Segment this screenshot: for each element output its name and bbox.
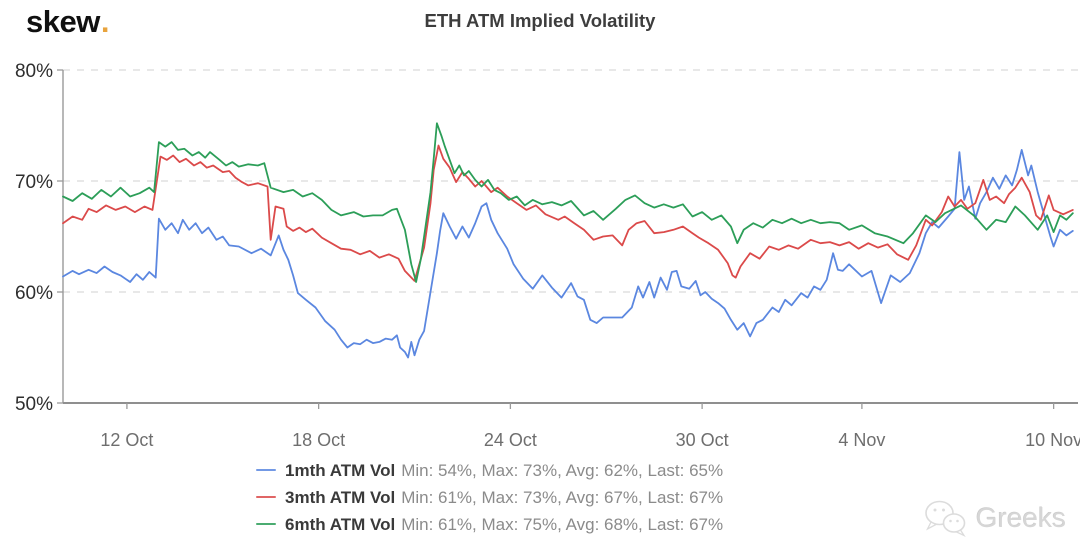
chart-legend: 1mth ATM Vol Min: 54%, Max: 73%, Avg: 62%… <box>256 457 723 538</box>
legend-item-6mth-atm-vol[interactable]: 6mth ATM Vol Min: 61%, Max: 75%, Avg: 68%… <box>256 511 723 538</box>
legend-item-3mth-atm-vol[interactable]: 3mth ATM Vol Min: 61%, Max: 73%, Avg: 67%… <box>256 484 723 511</box>
svg-text:80%: 80% <box>15 61 53 82</box>
chart-canvas[interactable]: 80% 70% 60% 50% 12 Oct 18 Oct 24 Oct 30 Oct 4 No… <box>0 0 1080 455</box>
legend-label-6mth: 6mth ATM Vol <box>285 515 396 534</box>
svg-text:12 Oct: 12 Oct <box>100 430 153 450</box>
legend-stats-6mth: Min: 61%, Max: 75%, Avg: 68%, Last: 67% <box>401 515 724 534</box>
svg-text:18 Oct: 18 Oct <box>292 430 345 450</box>
skew-logo[interactable]: skew. <box>26 4 109 40</box>
svg-text:60%: 60% <box>15 283 53 304</box>
svg-text:24 Oct: 24 Oct <box>484 430 537 450</box>
legend-swatch-1mth <box>256 468 276 472</box>
legend-label-3mth: 3mth ATM Vol <box>285 488 396 507</box>
svg-text:70%: 70% <box>15 172 53 193</box>
watermark-text: Greeks <box>975 502 1066 533</box>
legend-label-1mth: 1mth ATM Vol <box>285 461 396 480</box>
skew-logo-text: skew <box>26 4 100 39</box>
watermark: Greeks <box>922 498 1066 538</box>
wechat-icon <box>924 500 966 538</box>
legend-item-1mth-atm-vol[interactable]: 1mth ATM Vol Min: 54%, Max: 73%, Avg: 62%… <box>256 457 723 484</box>
svg-text:30 Oct: 30 Oct <box>676 430 729 450</box>
legend-swatch-6mth <box>256 522 276 526</box>
legend-swatch-3mth <box>256 495 276 499</box>
svg-text:10 Nov: 10 Nov <box>1025 430 1080 450</box>
legend-stats-3mth: Min: 61%, Max: 73%, Avg: 67%, Last: 67% <box>401 488 724 507</box>
svg-text:50%: 50% <box>15 394 53 415</box>
skew-logo-dot: . <box>100 4 110 39</box>
legend-stats-1mth: Min: 54%, Max: 73%, Avg: 62%, Last: 65% <box>401 461 724 480</box>
svg-text:4 Nov: 4 Nov <box>838 430 885 450</box>
page-title: ETH ATM Implied Volatility <box>424 10 656 31</box>
